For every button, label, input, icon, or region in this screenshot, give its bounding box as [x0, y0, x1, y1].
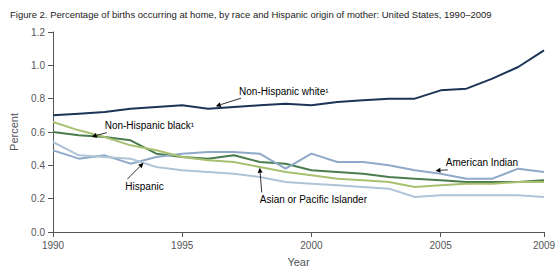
- svg-text:1990: 1990: [42, 240, 65, 251]
- svg-text:1995: 1995: [171, 240, 194, 251]
- svg-text:Year: Year: [287, 256, 310, 268]
- svg-text:Non-Hispanic black¹: Non-Hispanic black¹: [105, 120, 195, 131]
- svg-text:Figure 2. Percentage of births: Figure 2. Percentage of births occurring…: [10, 9, 492, 20]
- svg-text:Non-Hispanic white¹: Non-Hispanic white¹: [239, 86, 329, 97]
- svg-text:American Indian: American Indian: [446, 157, 518, 168]
- svg-text:2009: 2009: [533, 240, 556, 251]
- svg-text:1.0: 1.0: [31, 60, 45, 71]
- svg-text:0.4: 0.4: [31, 160, 45, 171]
- svg-text:0.0: 0.0: [31, 227, 45, 238]
- svg-text:2000: 2000: [300, 240, 323, 251]
- svg-text:2005: 2005: [430, 240, 453, 251]
- svg-text:0.8: 0.8: [31, 93, 45, 104]
- svg-text:Asian or Pacific Islander: Asian or Pacific Islander: [260, 194, 368, 205]
- svg-text:0.2: 0.2: [31, 193, 45, 204]
- svg-text:0.6: 0.6: [31, 127, 45, 138]
- svg-text:Percent: Percent: [8, 113, 20, 151]
- svg-text:1.2: 1.2: [31, 27, 45, 38]
- svg-text:Hispanic: Hispanic: [125, 181, 163, 192]
